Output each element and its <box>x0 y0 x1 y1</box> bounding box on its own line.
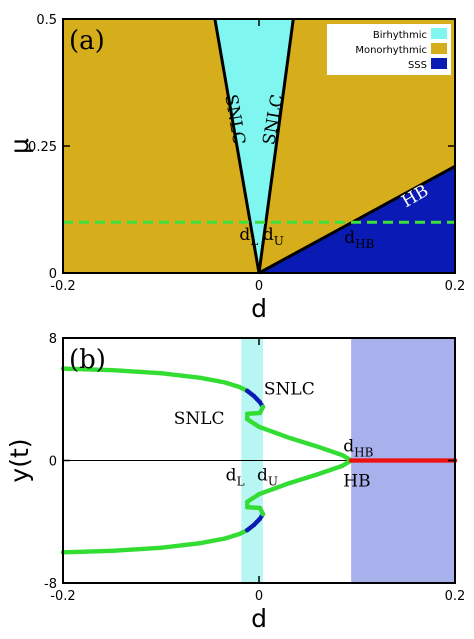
legend: Birhythmic Monorhythmic SSS <box>327 24 451 75</box>
annotation-d-l: dL <box>226 465 245 488</box>
x-axis-label: d <box>251 294 267 323</box>
annotation-snlc: SNLC <box>174 409 225 429</box>
legend-label: Monorhythmic <box>355 45 427 56</box>
legend-swatch <box>431 43 447 54</box>
annotation-d-u: dU <box>263 225 284 248</box>
annotation-d-hb: dHB <box>344 228 374 251</box>
x-tick-label: 0 <box>255 589 263 604</box>
tick-layer: -0.2 0 0.200.250.5 <box>28 13 465 294</box>
y-axis-label: μ <box>5 138 34 154</box>
legend-label: Birhythmic <box>373 30 427 41</box>
y-tick-label: 0.25 <box>28 140 57 155</box>
y-axis-label: y(t) <box>5 438 34 482</box>
boundary-hb <box>258 165 456 275</box>
x-tick-label: 0.2 <box>445 279 466 294</box>
boundary-snlc <box>213 18 261 274</box>
annotation-snlc: SNLC <box>264 380 315 400</box>
x-tick-label: 0 <box>255 279 263 294</box>
panel-b-bifurcation-diagram: -0.2 0 0.2 -8 0 8 (b) d y(t) SNLC SNLC dL dU dHB H… <box>5 332 465 633</box>
annotation-d-u: dU <box>257 465 278 488</box>
panel-label: (a) <box>69 26 105 56</box>
boundary-snlc <box>257 18 295 274</box>
plot-frame <box>62 337 456 584</box>
y-tick-label: 0.5 <box>36 13 57 28</box>
x-tick-label: 0.2 <box>445 589 466 604</box>
legend-swatch <box>431 58 447 69</box>
annotation-hb: HB <box>343 472 370 492</box>
series-branch <box>60 366 250 394</box>
boundary-layer <box>63 18 456 275</box>
plot-frame <box>62 18 456 274</box>
y-tick-label: 0 <box>49 267 57 282</box>
x-tick-label: -0.2 <box>50 279 75 294</box>
legend-swatch <box>431 28 447 39</box>
series-branch <box>348 458 458 463</box>
region-birhythmic <box>214 19 294 273</box>
annotation-d-l: dL <box>239 225 258 248</box>
series-layer <box>60 366 458 555</box>
legend-box <box>327 24 451 75</box>
series-branch <box>244 388 266 410</box>
legend-label: SSS <box>408 60 427 71</box>
series-branch <box>244 404 354 463</box>
y-tick-label: 8 <box>49 332 57 347</box>
annotation-layer: SNLC SNLC dL dU dHB HB <box>174 380 374 492</box>
x-axis-label: d <box>251 604 267 633</box>
x-tick-label: -0.2 <box>50 589 75 604</box>
panel-label: (b) <box>69 345 106 375</box>
y-tick-label: 0 <box>49 455 57 470</box>
annotation-d-hb: dHB <box>343 436 373 459</box>
y-tick-label: -8 <box>44 577 57 592</box>
series-branch <box>60 527 250 555</box>
series-branch <box>244 458 354 517</box>
